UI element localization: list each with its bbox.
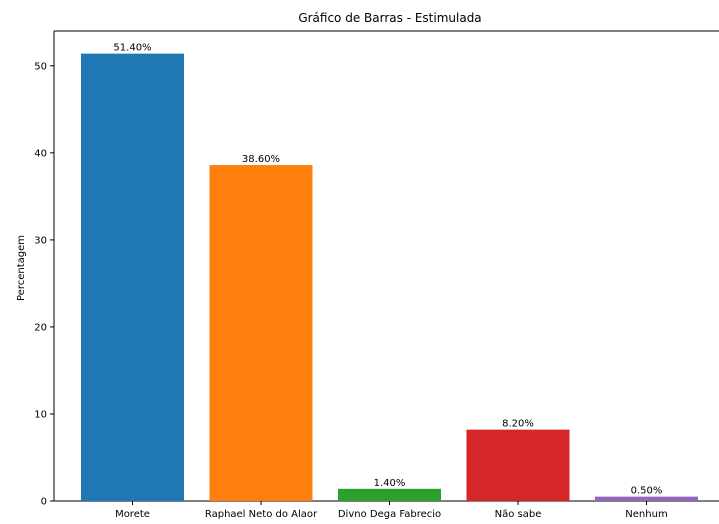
bar-value-label: 1.40% xyxy=(374,478,406,489)
bar-value-label: 51.40% xyxy=(113,43,151,54)
bar-value-label: 8.20% xyxy=(502,419,534,430)
y-tick-label: 40 xyxy=(34,148,47,159)
y-tick-label: 30 xyxy=(34,235,47,246)
bar-value-label: 0.50% xyxy=(631,486,663,497)
bar xyxy=(338,488,441,501)
y-tick-label: 0 xyxy=(41,497,47,508)
y-axis-label: Percentagem xyxy=(16,235,27,301)
y-tick-label: 10 xyxy=(34,409,47,420)
x-tick-label: Nenhum xyxy=(625,509,667,520)
y-tick-label: 20 xyxy=(34,322,47,333)
bar xyxy=(81,53,184,501)
bar xyxy=(595,496,698,501)
x-tick-label: Divno Dega Fabrecio xyxy=(338,509,441,520)
bar xyxy=(466,429,570,501)
x-tick-label: Não sabe xyxy=(495,509,542,520)
bar xyxy=(209,165,313,501)
x-tick-label: Morete xyxy=(115,509,150,520)
chart-title: Gráfico de Barras - Estimulada xyxy=(298,11,481,25)
x-tick-label: Raphael Neto do Alaor xyxy=(205,509,318,520)
plot-area: 0 10 20 30 40 50 51.40% Morete 38.60% Raphael Net… xyxy=(34,30,719,520)
y-tick-label: 50 xyxy=(34,61,47,72)
bar-value-label: 38.60% xyxy=(242,154,280,165)
